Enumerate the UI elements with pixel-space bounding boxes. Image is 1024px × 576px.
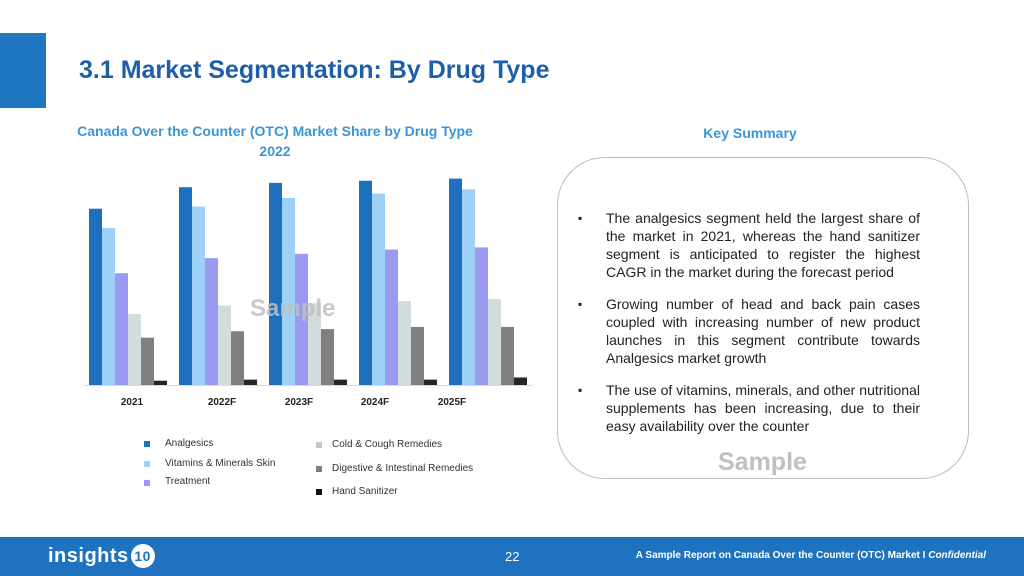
title-accent-bar (0, 33, 46, 108)
bar (269, 182, 282, 385)
bar (501, 326, 514, 385)
bar (475, 247, 488, 385)
legend-swatch (316, 442, 322, 448)
legend-swatch (316, 489, 322, 495)
legend-swatch (144, 441, 150, 447)
bar (89, 208, 102, 385)
summary-title: Key Summary (703, 125, 797, 141)
bar (424, 379, 437, 385)
key-summary-list: ▪ The analgesics segment held the largest… (578, 209, 920, 449)
legend-swatch (144, 461, 150, 467)
bar (115, 273, 128, 385)
bar (385, 249, 398, 385)
bar (218, 305, 231, 385)
footer-note: A Sample Report on Canada Over the Count… (636, 550, 986, 561)
bullet-icon: ▪ (578, 211, 583, 225)
legend-label: Treatment (165, 476, 211, 487)
bar (141, 337, 154, 385)
legend-label: Cold & Cough Remedies (332, 439, 443, 450)
bar (128, 314, 141, 385)
insights10-logo: insights 10 (48, 544, 155, 568)
bar (321, 329, 334, 385)
bar (179, 187, 192, 385)
bar (449, 178, 462, 385)
bar (295, 253, 308, 385)
bullet-icon: ▪ (578, 297, 583, 311)
legend-label: Vitamins & Minerals Skin (165, 458, 276, 469)
x-tick-label: 2025F (438, 397, 466, 408)
x-tick-label: 2023F (285, 397, 313, 408)
footer-note-main: A Sample Report on Canada Over the Count… (635, 550, 929, 561)
page-title: 3.1 Market Segmentation: By Drug Type (79, 56, 550, 84)
bar (334, 379, 347, 385)
legend-label: Analgesics (165, 438, 214, 449)
bar (411, 326, 424, 385)
bar (231, 331, 244, 385)
bar (102, 228, 115, 385)
x-tick-label: 2022F (208, 397, 236, 408)
bar (308, 303, 321, 385)
x-tick-label: 2021 (121, 397, 144, 408)
bar (244, 379, 257, 385)
bullet-icon: ▪ (578, 383, 583, 397)
summary-point-text: The use of vitamins, minerals, and other… (606, 382, 920, 434)
legend-swatch (316, 466, 322, 472)
logo-text: insights (48, 544, 129, 567)
bar (488, 299, 501, 385)
summary-point: ▪ The use of vitamins, minerals, and othe… (578, 381, 920, 435)
summary-watermark: Sample (718, 448, 807, 476)
summary-point: ▪ Growing number of head and back pain ca… (578, 295, 920, 367)
bar (398, 301, 411, 385)
summary-point-text: The analgesics segment held the largest … (606, 210, 920, 280)
bar (514, 377, 527, 385)
footer-bar (0, 537, 1024, 576)
bar (462, 189, 475, 385)
bar (154, 380, 167, 385)
key-summary-box (557, 157, 969, 479)
bar (205, 258, 218, 385)
x-tick-label: 2024F (361, 397, 389, 408)
chart-title: Canada Over the Counter (OTC) Market Sha… (77, 123, 473, 159)
bar (359, 180, 372, 385)
legend-swatch (144, 480, 150, 486)
logo-number: 10 (130, 544, 155, 568)
summary-point: ▪ The analgesics segment held the largest… (578, 209, 920, 281)
bar (372, 193, 385, 385)
chart-watermark: Sample (250, 295, 335, 322)
legend-label: Digestive & Intestinal Remedies (332, 463, 474, 474)
page-number: 22 (505, 549, 520, 564)
legend-label: Hand Sanitizer (332, 486, 398, 497)
bar (192, 206, 205, 385)
footer-note-confidential: Confidential (928, 550, 986, 561)
summary-point-text: Growing number of head and back pain cas… (606, 296, 920, 366)
bar (282, 197, 295, 385)
